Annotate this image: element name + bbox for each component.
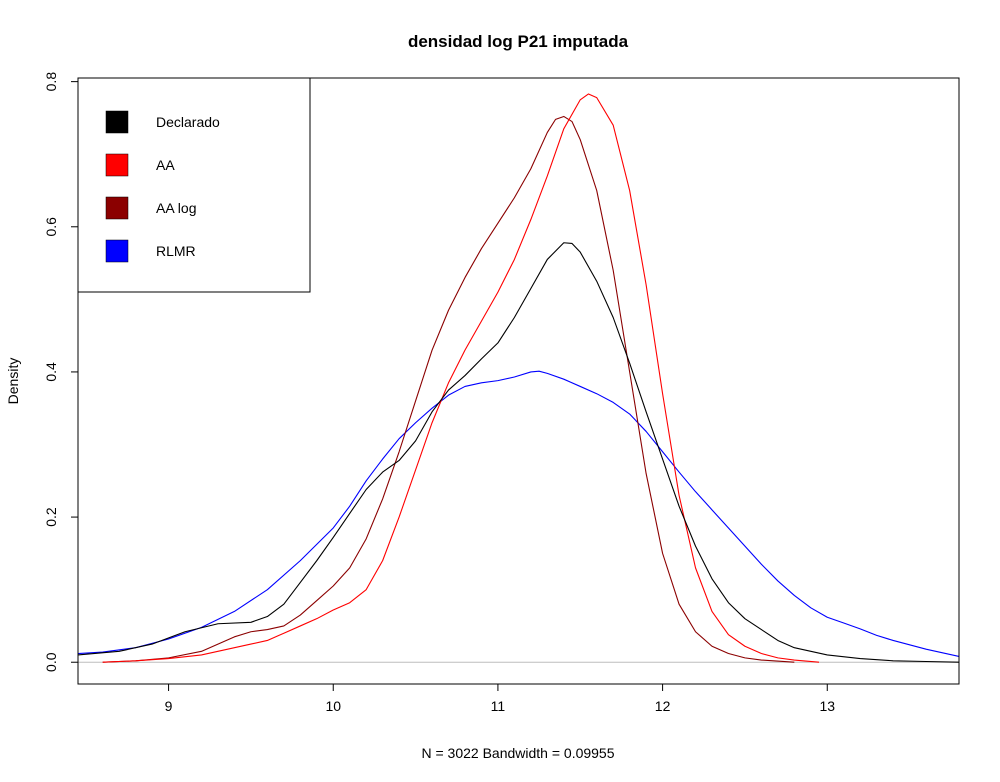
legend-swatch bbox=[105, 196, 129, 220]
legend: Declarado AA AA log RLMR bbox=[77, 77, 311, 293]
y-tick-label: 0.4 bbox=[43, 362, 59, 382]
x-tick-label: 13 bbox=[819, 698, 835, 714]
y-axis: 0.0 0.2 0.4 0.6 0.8 bbox=[43, 72, 78, 672]
legend-swatch bbox=[105, 153, 129, 177]
x-axis-label: N = 3022 Bandwidth = 0.09955 bbox=[421, 745, 614, 761]
series-line-aa bbox=[102, 93, 820, 663]
x-tick-label: 10 bbox=[325, 698, 341, 714]
x-axis: 9 10 11 12 13 bbox=[165, 683, 835, 714]
y-tick-label: 0.0 bbox=[43, 652, 59, 672]
y-tick-label: 0.6 bbox=[43, 217, 59, 237]
y-axis-label: Density bbox=[5, 358, 21, 405]
legend-label: AA bbox=[156, 157, 175, 173]
legend-label: RLMR bbox=[156, 243, 196, 259]
series-line-declarado bbox=[77, 242, 960, 663]
x-tick-label: 11 bbox=[491, 698, 506, 714]
series-line-rlmr bbox=[77, 370, 960, 657]
legend-label: Declarado bbox=[156, 114, 220, 130]
legend-swatch bbox=[105, 239, 129, 263]
y-tick-label: 0.2 bbox=[43, 507, 59, 527]
chart-title: densidad log P21 imputada bbox=[408, 32, 629, 51]
legend-label: AA log bbox=[156, 200, 196, 216]
x-tick-label: 9 bbox=[165, 698, 173, 714]
plot-frame bbox=[77, 77, 960, 685]
x-tick-label: 12 bbox=[655, 698, 671, 714]
legend-swatch bbox=[105, 110, 129, 134]
y-tick-label: 0.8 bbox=[43, 72, 59, 92]
series-line-aa-log bbox=[102, 115, 795, 663]
plot-area bbox=[77, 93, 960, 663]
